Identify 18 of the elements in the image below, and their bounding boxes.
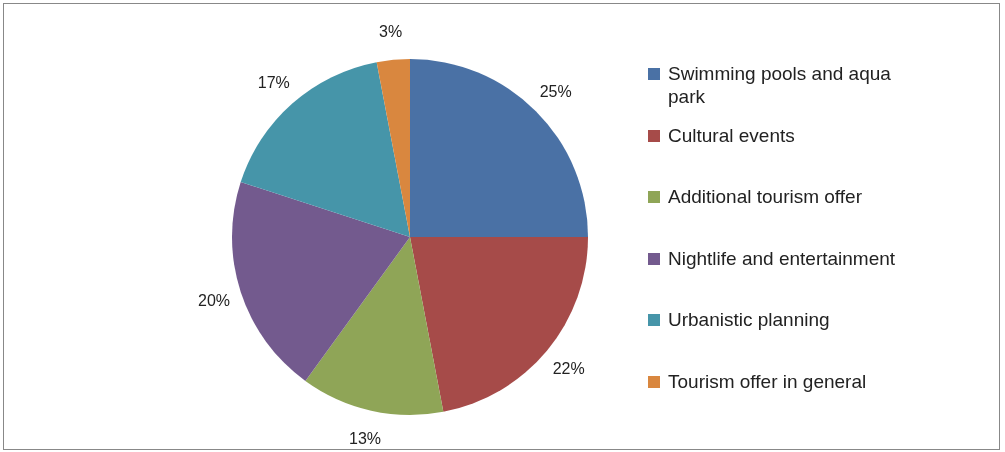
- pie-slice: [240, 62, 410, 237]
- pie-slice: [232, 182, 410, 382]
- legend-label: Cultural events: [668, 123, 796, 147]
- legend-label: Urbanistic planning: [668, 308, 831, 331]
- data-label: 3%: [379, 23, 403, 41]
- legend-label: Swimming pools and aqua park: [668, 62, 892, 108]
- data-label: 17%: [257, 73, 290, 91]
- legend-label: Additional tourism offer: [668, 185, 863, 208]
- data-label: 13%: [349, 429, 382, 447]
- data-label: 22%: [552, 359, 585, 377]
- pie-slice: [410, 59, 588, 237]
- pie-slice: [376, 59, 410, 237]
- data-label: 25%: [539, 82, 572, 100]
- pie-slice: [305, 237, 444, 415]
- legend-label: Tourism offer in general: [668, 369, 868, 393]
- legend-label: Nightlife and entertainment: [668, 246, 897, 270]
- pie-slice: [410, 237, 588, 412]
- data-label: 20%: [198, 292, 231, 310]
